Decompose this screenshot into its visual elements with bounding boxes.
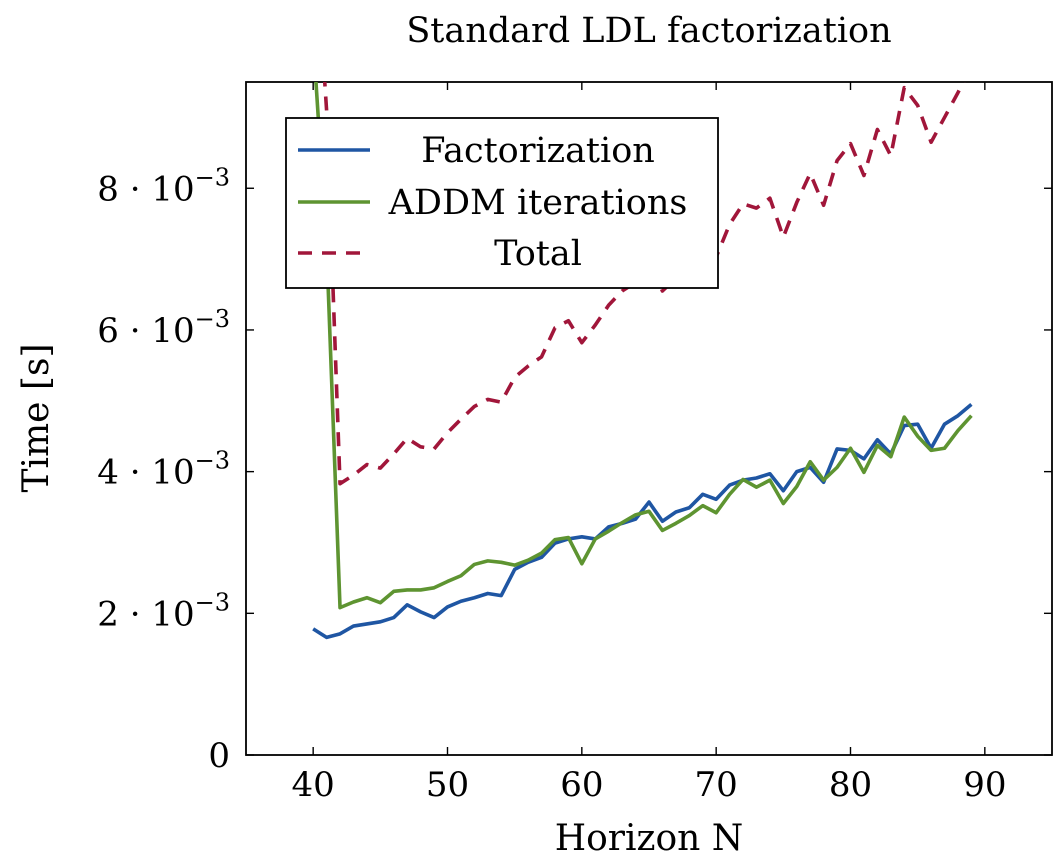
y-tick-label-2: 4 · 10−3 (97, 447, 230, 493)
y-tick-label-4: 8 · 10−3 (97, 163, 230, 209)
x-tick-label-0: 40 (292, 765, 335, 805)
x-tick-label-3: 70 (695, 765, 738, 805)
legend-entries: Factorization ADDM iterations Total (298, 131, 687, 274)
x-tick-label-4: 80 (829, 765, 872, 805)
x-tick-labels: 40 50 60 70 80 90 (292, 765, 1007, 805)
x-tick-label-5: 90 (963, 765, 1006, 805)
y-tick-labels: 0 2 · 10−3 4 · 10−3 6 · 10−3 8 · 10−3 (97, 163, 230, 776)
legend-label-total: Total (494, 234, 582, 274)
series-layer (312, 82, 973, 640)
legend: Factorization ADDM iterations Total (285, 117, 719, 289)
y-tick-label-0: 0 (208, 736, 230, 776)
chart-title: Standard LDL factorization (406, 11, 891, 51)
x-tick-label-2: 60 (560, 765, 603, 805)
x-axis-label: Horizon N (555, 818, 744, 859)
y-tick-label-1: 2 · 10−3 (97, 588, 230, 634)
plot-frame (245, 81, 1053, 756)
y-axis-label: Time [s] (16, 344, 57, 493)
series-factorization (312, 402, 973, 640)
series-addm-iterations (314, 82, 973, 610)
legend-label-factorization: Factorization (421, 131, 655, 171)
x-tick-label-1: 50 (426, 765, 469, 805)
axis-ticks (246, 82, 1052, 756)
y-tick-label-3: 6 · 10−3 (97, 305, 230, 351)
legend-label-addm-iterations: ADDM iterations (388, 183, 688, 223)
